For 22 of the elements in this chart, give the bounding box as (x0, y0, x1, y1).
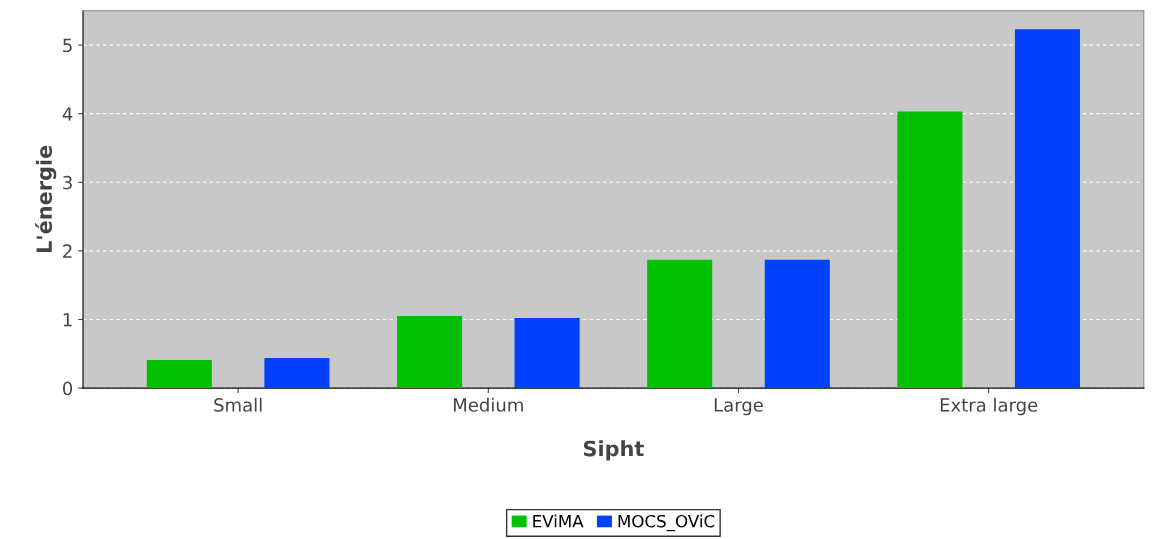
y-tick-label: 2 (63, 244, 72, 258)
y-tick-label: 1 (63, 313, 72, 327)
y-tick-label: 5 (63, 38, 72, 53)
bar (264, 357, 330, 389)
x-tick-label: Large (714, 398, 763, 416)
x-tick-label: Small (214, 397, 262, 412)
bar (514, 318, 580, 389)
bar (396, 316, 463, 389)
bar (647, 259, 713, 389)
x-tick-label: Extra large (940, 397, 1038, 416)
bar (1014, 29, 1080, 389)
y-tick-label: 0 (63, 381, 73, 396)
bar (764, 259, 830, 389)
bar (146, 359, 212, 389)
y-tick-label: 4 (62, 107, 73, 121)
x-tick-label: Medium (453, 397, 523, 412)
bar (897, 111, 963, 389)
x-axis-title: Sipht (583, 440, 644, 461)
legend-label: EViMA (533, 514, 584, 528)
y-axis-title: L'énergie (35, 145, 57, 253)
legend-label: MOCS_OViC (618, 514, 715, 532)
y-tick-label: 3 (63, 175, 72, 190)
